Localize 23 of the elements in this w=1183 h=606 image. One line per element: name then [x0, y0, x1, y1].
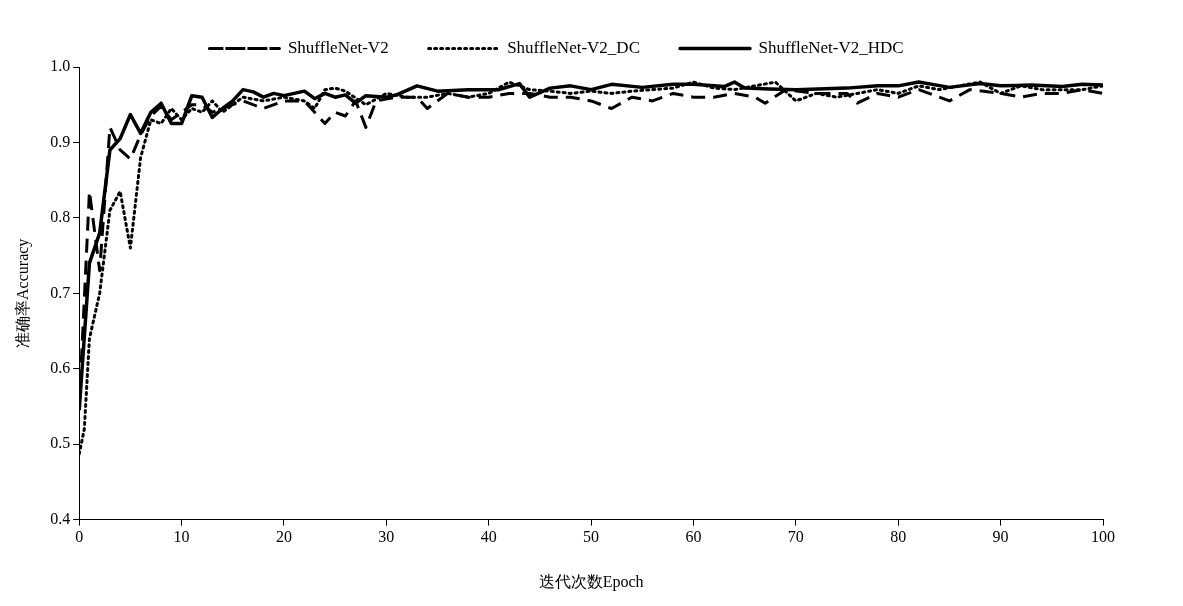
y-tick-label: 0.4	[50, 509, 71, 527]
x-tick-label: 50	[583, 528, 600, 546]
legend-label: ShuffleNet-V2_HDC	[758, 37, 904, 57]
legend-label: ShuffleNet-V2_DC	[507, 37, 640, 57]
legend-label: ShuffleNet-V2	[287, 37, 389, 57]
x-tick-label: 100	[1091, 528, 1115, 546]
x-tick-label: 10	[173, 528, 190, 546]
y-tick-label: 0.8	[50, 208, 71, 226]
y-tick-label: 0.9	[50, 132, 71, 150]
x-tick-label: 70	[787, 528, 804, 546]
y-axis-title: 准确率Accuracy	[13, 238, 32, 348]
x-axis-title: 迭代次数Epoch	[538, 572, 644, 591]
x-tick-label: 80	[890, 528, 907, 546]
y-tick-label: 0.7	[50, 283, 71, 301]
y-tick-label: 0.5	[50, 434, 71, 452]
x-tick-label: 90	[992, 528, 1009, 546]
x-tick-label: 40	[480, 528, 497, 546]
y-tick-label: 0.6	[50, 358, 71, 376]
x-tick-label: 30	[378, 528, 395, 546]
x-tick-label: 0	[75, 528, 84, 546]
x-tick-label: 60	[685, 528, 702, 546]
x-tick-label: 20	[275, 528, 292, 546]
y-tick-label: 1.0	[50, 57, 71, 75]
